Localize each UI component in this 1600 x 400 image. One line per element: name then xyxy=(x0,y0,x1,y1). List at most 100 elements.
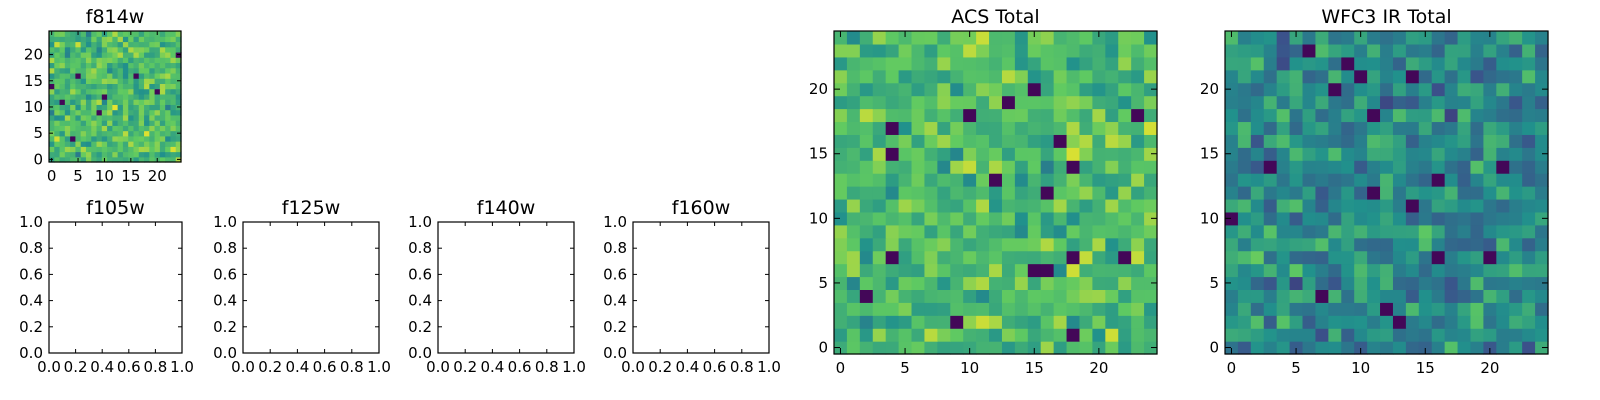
y-tick-label: 0.8 xyxy=(213,239,237,257)
heatmap-cell xyxy=(1444,69,1459,84)
heatmap-cell xyxy=(1341,315,1355,329)
panel-title: WFC3 IR Total xyxy=(1321,6,1451,28)
heatmap-cell xyxy=(133,31,140,37)
heatmap-cell xyxy=(1380,108,1394,123)
heatmap-cell xyxy=(1470,315,1484,329)
heatmap-cell xyxy=(1079,289,1093,303)
heatmap-cell xyxy=(170,62,177,69)
heatmap-cell xyxy=(924,341,938,355)
heatmap-cell xyxy=(117,146,124,153)
heatmap-cell xyxy=(149,67,156,74)
heatmap-cell xyxy=(1105,250,1119,265)
heatmap-cell xyxy=(80,41,87,48)
heatmap-cell xyxy=(1276,160,1291,174)
heatmap-cell xyxy=(70,151,76,158)
axes-frame xyxy=(632,221,770,354)
heatmap-cell xyxy=(1431,82,1446,97)
heatmap-cell xyxy=(1328,95,1342,110)
heatmap-cell xyxy=(1444,198,1459,213)
heatmap-cell xyxy=(170,141,177,147)
heatmap-cell xyxy=(170,93,177,100)
heatmap-cell xyxy=(1380,160,1394,174)
heatmap-cell xyxy=(59,125,66,132)
heatmap-cell xyxy=(989,315,1003,329)
y-tick-label: 20 xyxy=(24,46,43,64)
heatmap-cell xyxy=(122,36,129,43)
heatmap-cell xyxy=(1535,56,1549,71)
heatmap-cell xyxy=(1457,173,1472,187)
heatmap-cell xyxy=(149,151,156,158)
heatmap-cell xyxy=(1105,108,1119,123)
heatmap-cell xyxy=(85,135,92,142)
heatmap-cell xyxy=(1250,43,1265,58)
heatmap-cell xyxy=(149,141,156,147)
heatmap-cell xyxy=(1470,82,1484,97)
heatmap-cell xyxy=(1001,186,1016,200)
heatmap-cell xyxy=(122,57,129,64)
heatmap-cell xyxy=(1470,250,1484,265)
heatmap-cell xyxy=(859,289,874,303)
heatmap-cell xyxy=(1535,160,1549,174)
heatmap-cell xyxy=(64,88,71,95)
heatmap-cell xyxy=(144,104,150,111)
heatmap-cell xyxy=(1276,302,1291,316)
heatmap-cell xyxy=(165,130,172,137)
heatmap-cell xyxy=(117,31,124,37)
heatmap-cell xyxy=(128,146,135,153)
heatmap-cell xyxy=(1250,186,1265,200)
heatmap-cell xyxy=(1092,302,1106,316)
heatmap-cell xyxy=(885,250,900,265)
heatmap-cell xyxy=(159,31,166,37)
heatmap-cell xyxy=(1040,211,1055,226)
heatmap-cell xyxy=(898,263,913,278)
heatmap-cell xyxy=(1053,31,1068,45)
heatmap-cell xyxy=(144,62,150,69)
heatmap-cell xyxy=(1118,328,1132,342)
heatmap-cell xyxy=(1496,173,1510,187)
heatmap-cell xyxy=(159,125,166,132)
heatmap-cell xyxy=(1276,289,1291,303)
heatmap-cell xyxy=(1302,147,1317,161)
y-tick-label: 15 xyxy=(24,72,43,90)
heatmap-cell xyxy=(133,36,140,43)
heatmap-cell xyxy=(1276,134,1291,148)
heatmap-cell xyxy=(1367,134,1381,148)
heatmap-cell xyxy=(1380,186,1394,200)
heatmap-cell xyxy=(70,141,76,147)
heatmap-cell xyxy=(1315,121,1329,135)
heatmap-cell xyxy=(1131,56,1145,71)
heatmap-cell xyxy=(885,173,900,187)
heatmap-cell xyxy=(1509,315,1523,329)
heatmap-cell xyxy=(1522,173,1536,187)
heatmap-cell xyxy=(1250,328,1265,342)
heatmap-cell xyxy=(1040,121,1055,135)
heatmap-cell xyxy=(1014,95,1029,110)
heatmap-cell xyxy=(165,31,172,37)
heatmap-cell xyxy=(1405,160,1420,174)
heatmap-cell xyxy=(1053,95,1068,110)
heatmap-cell xyxy=(1522,69,1536,84)
heatmap-cell xyxy=(911,224,926,239)
heatmap-cell xyxy=(1405,43,1420,58)
heatmap-cell xyxy=(59,41,66,48)
heatmap-cell xyxy=(950,276,964,290)
y-tick-label: 0 xyxy=(1209,339,1219,357)
heatmap-cell xyxy=(1131,315,1145,329)
heatmap-cell xyxy=(911,341,926,355)
heatmap-cell xyxy=(64,83,71,90)
heatmap-cell xyxy=(170,151,177,158)
heatmap-cell xyxy=(1444,31,1459,45)
heatmap-cell xyxy=(170,146,177,153)
heatmap-cell xyxy=(1431,186,1446,200)
y-tick-label: 0.0 xyxy=(19,344,43,362)
heatmap-cell xyxy=(1457,95,1472,110)
heatmap-cell xyxy=(175,46,182,53)
heatmap-cell xyxy=(1444,224,1459,239)
heatmap-cell xyxy=(1483,237,1497,252)
heatmap-cell xyxy=(1341,31,1355,45)
heatmap-cell xyxy=(872,69,887,84)
heatmap-cell xyxy=(859,263,874,278)
heatmap-cell xyxy=(989,147,1003,161)
heatmap-cell xyxy=(1302,276,1317,290)
heatmap-cell xyxy=(1027,315,1042,329)
